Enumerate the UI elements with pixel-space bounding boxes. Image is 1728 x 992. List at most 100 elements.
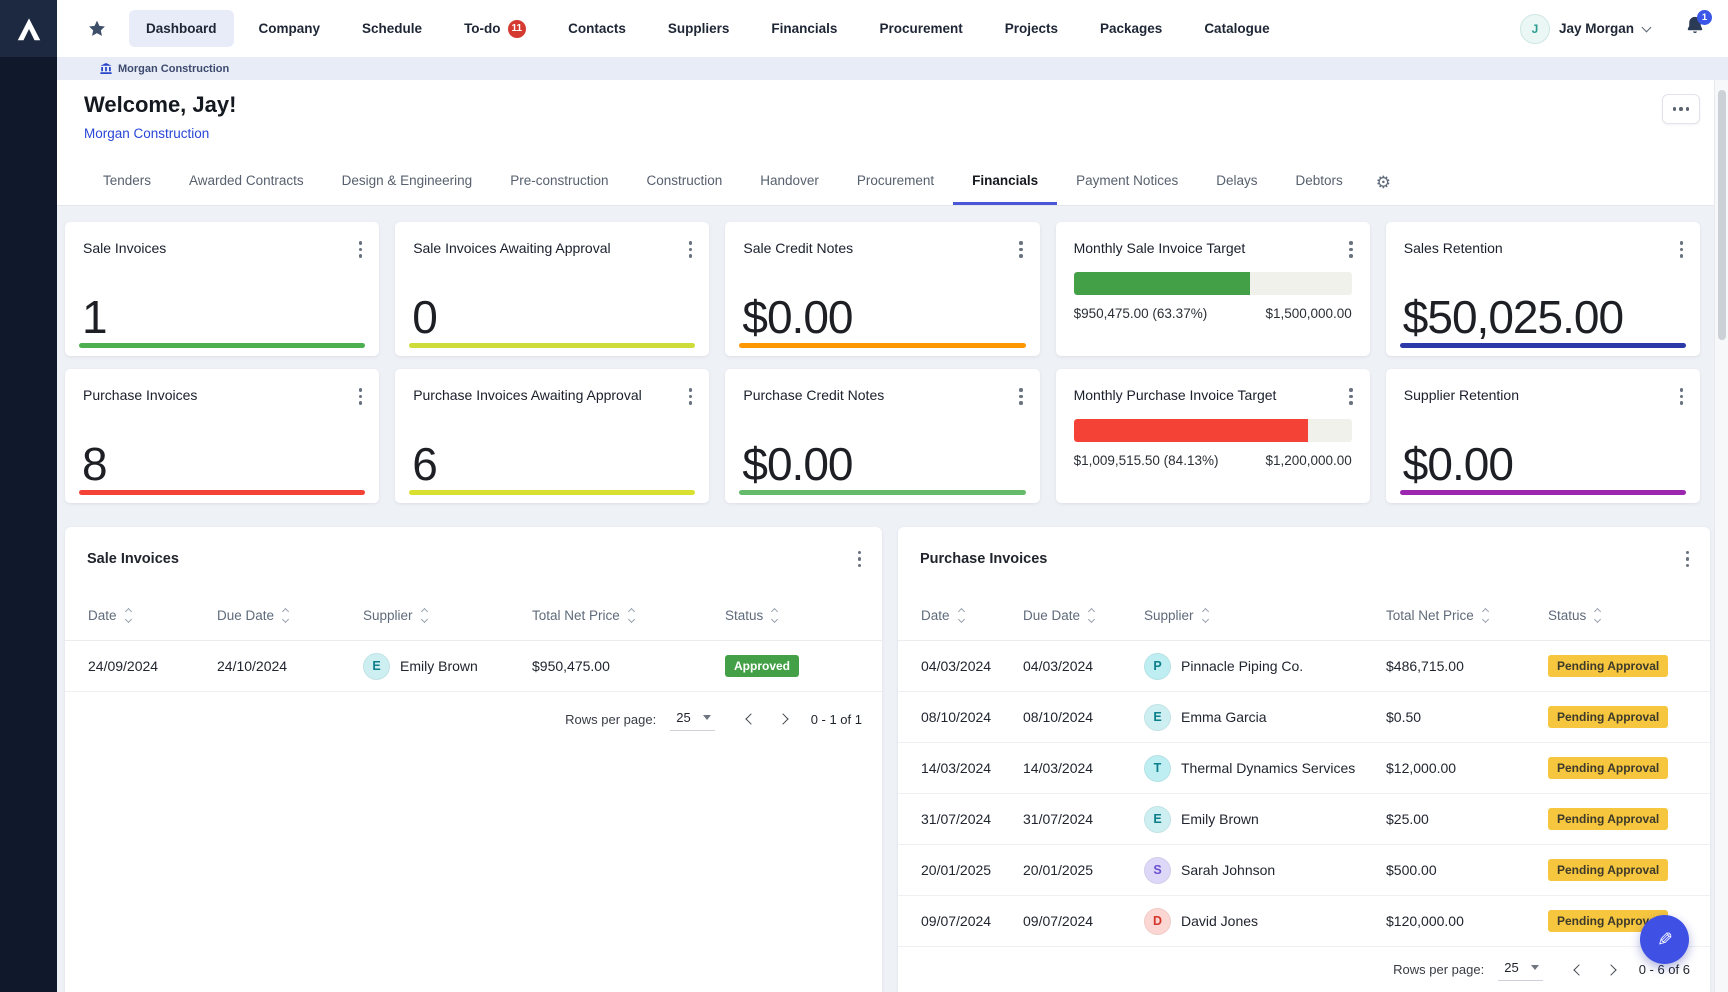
column-header-supplier[interactable]: Supplier [1144, 607, 1386, 624]
column-header-due-date[interactable]: Due Date [217, 607, 363, 624]
kebab-menu-icon[interactable] [1012, 236, 1030, 263]
kebab-menu-icon[interactable] [682, 236, 700, 263]
table-row[interactable]: 31/07/2024 31/07/2024 E Emily Brown $25.… [898, 794, 1710, 845]
status-badge: Approved [725, 655, 800, 677]
kebab-menu-icon[interactable] [1012, 383, 1030, 410]
supplier-avatar: E [363, 652, 390, 680]
main-nav: Dashboard Company Schedule To-do 11 Conta… [129, 9, 1287, 49]
tab-procurement[interactable]: Procurement [856, 173, 935, 188]
tab-handover[interactable]: Handover [760, 173, 819, 188]
column-header-supplier[interactable]: Supplier [363, 607, 532, 624]
nav-item-dashboard[interactable]: Dashboard [129, 10, 234, 47]
cell-total-net-price: $12,000.00 [1386, 760, 1457, 776]
table-row[interactable]: 09/07/2024 09/07/2024 D David Jones $120… [898, 896, 1710, 947]
column-header-status[interactable]: Status [1548, 607, 1692, 624]
sort-icon[interactable] [1594, 607, 1602, 624]
kpi-card-sales-retention: Sales Retention $50,025.00 [1385, 222, 1700, 356]
nav-item-packages[interactable]: Packages [1100, 21, 1163, 36]
nav-item-company[interactable]: Company [258, 21, 321, 36]
progress-bar-track [1073, 419, 1352, 442]
dashboard-tabs: Tenders Awarded Contracts Design & Engin… [84, 161, 1405, 205]
tabs-settings-gear-icon[interactable]: ⚙ [1375, 173, 1391, 193]
tab-tenders[interactable]: Tenders [103, 173, 152, 188]
topbar-right: J Jay Morgan 1 [1519, 10, 1712, 44]
kebab-menu-icon[interactable] [1673, 236, 1691, 263]
rows-per-page-select[interactable]: 25 [1498, 958, 1543, 981]
nav-item-suppliers[interactable]: Suppliers [667, 21, 730, 36]
nav-item-catalogue[interactable]: Catalogue [1204, 21, 1270, 36]
kebab-menu-icon[interactable] [1342, 383, 1360, 410]
favorites-star-icon[interactable] [87, 19, 107, 39]
kpi-value: $0.00 [742, 291, 853, 343]
sort-icon[interactable] [771, 607, 779, 624]
rows-per-page-select[interactable]: 25 [670, 708, 715, 731]
sort-icon[interactable] [1201, 607, 1209, 624]
sort-icon[interactable] [1481, 607, 1489, 624]
kebab-menu-icon[interactable] [682, 383, 700, 410]
tab-awarded-contracts[interactable]: Awarded Contracts [189, 173, 304, 188]
kpi-color-bar [739, 490, 1026, 495]
archdesk-logo[interactable] [0, 0, 57, 57]
sort-icon[interactable] [420, 607, 428, 624]
kebab-menu-icon[interactable] [352, 236, 370, 263]
progress-bar-fill [1073, 419, 1308, 442]
company-link[interactable]: Morgan Construction [84, 126, 210, 141]
table-header-row: Date Due Date Supplier Total Net Price S… [65, 591, 882, 641]
cell-supplier: Emily Brown [1181, 811, 1259, 827]
cell-due-date: 09/07/2024 [1023, 913, 1094, 929]
scrollbar-thumb[interactable] [1718, 90, 1726, 340]
tab-pre-construction[interactable]: Pre-construction [510, 173, 609, 188]
column-header-date[interactable]: Date [88, 607, 217, 624]
kebab-menu-icon[interactable] [352, 383, 370, 410]
sort-icon[interactable] [1088, 607, 1096, 624]
supplier-avatar: T [1144, 754, 1171, 782]
previous-page-button[interactable] [735, 709, 767, 729]
column-header-total-net-price[interactable]: Total Net Price [1386, 607, 1548, 624]
nav-item-procurement[interactable]: Procurement [879, 21, 963, 36]
next-page-button[interactable] [1595, 960, 1627, 980]
user-menu[interactable]: J Jay Morgan [1519, 13, 1652, 44]
breadcrumb[interactable]: Morgan Construction [57, 57, 1728, 80]
table-row[interactable]: 24/09/2024 24/10/2024 E Emily Brown $950… [65, 641, 882, 692]
nav-item-todo[interactable]: To-do 11 [447, 9, 543, 49]
tab-design-engineering[interactable]: Design & Engineering [341, 173, 473, 188]
table-row[interactable]: 20/01/2025 20/01/2025 S Sarah Johnson $5… [898, 845, 1710, 896]
tab-financials[interactable]: Financials [953, 161, 1058, 205]
previous-page-button[interactable] [1563, 960, 1595, 980]
sort-icon[interactable] [627, 607, 635, 624]
nav-item-financials[interactable]: Financials [771, 21, 838, 36]
supplier-avatar: E [1144, 703, 1171, 731]
page-options-button[interactable] [1662, 94, 1700, 124]
pagination-range: 0 - 6 of 6 [1638, 962, 1690, 977]
pagination: Rows per page: 25 0 - 6 of 6 [898, 947, 1710, 992]
tab-delays[interactable]: Delays [1216, 173, 1258, 188]
table-row[interactable]: 08/10/2024 08/10/2024 E Emma Garcia $0.5… [898, 692, 1710, 743]
tab-payment-notices[interactable]: Payment Notices [1076, 173, 1179, 188]
cell-date: 04/03/2024 [921, 658, 992, 674]
notifications-bell[interactable]: 1 [1684, 10, 1712, 42]
column-header-due-date[interactable]: Due Date [1023, 607, 1144, 624]
nav-item-schedule[interactable]: Schedule [362, 21, 423, 36]
kpi-value: 6 [412, 438, 438, 490]
nav-item-contacts[interactable]: Contacts [568, 21, 626, 36]
table-row[interactable]: 14/03/2024 14/03/2024 T Thermal Dynamics… [898, 743, 1710, 794]
sort-icon[interactable] [282, 607, 290, 624]
tab-debtors[interactable]: Debtors [1295, 173, 1343, 188]
next-page-button[interactable] [767, 709, 799, 729]
create-fab-button[interactable]: ✎ [1640, 915, 1689, 964]
kpi-card-purchase-invoices: Purchase Invoices 8 [65, 369, 380, 503]
kebab-menu-icon[interactable] [1342, 236, 1360, 263]
nav-item-projects[interactable]: Projects [1004, 21, 1058, 36]
column-header-status[interactable]: Status [725, 607, 864, 624]
progress-current-label: $1,009,515.50 (84.13%) [1073, 453, 1219, 468]
kebab-menu-icon[interactable] [1673, 383, 1691, 410]
sort-icon[interactable] [124, 607, 132, 624]
column-header-date[interactable]: Date [921, 607, 1023, 624]
kebab-menu-icon[interactable] [1679, 546, 1697, 573]
sort-icon[interactable] [957, 607, 965, 624]
kebab-menu-icon[interactable] [851, 546, 869, 573]
progress-bar-fill [1073, 272, 1250, 295]
column-header-total-net-price[interactable]: Total Net Price [532, 607, 725, 624]
table-row[interactable]: 04/03/2024 04/03/2024 P Pinnacle Piping … [898, 641, 1710, 692]
tab-construction[interactable]: Construction [646, 173, 723, 188]
